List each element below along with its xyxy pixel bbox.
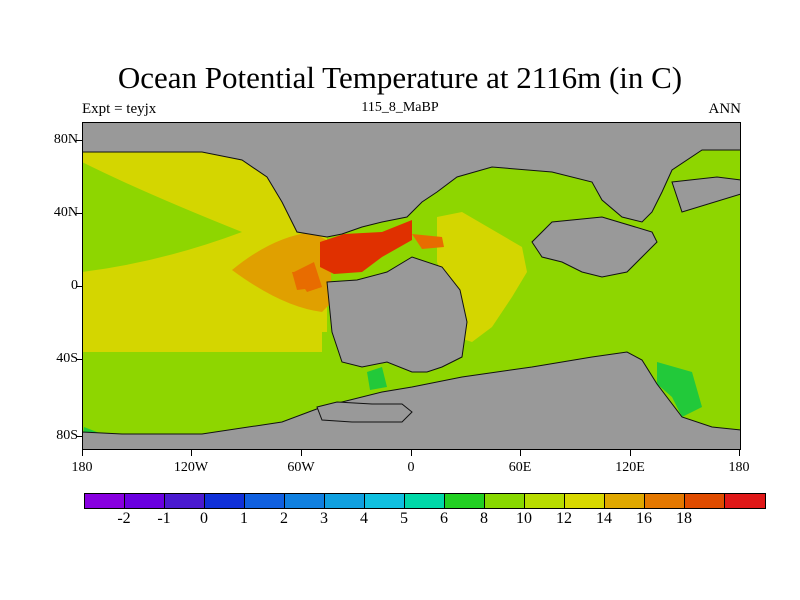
- colorbar-label: 1: [240, 510, 248, 527]
- lon-label-120w: 120W: [173, 460, 209, 475]
- colorbar-label: 5: [400, 510, 408, 527]
- ocean-hottest-region: [320, 220, 412, 274]
- lat-label-0: 0: [71, 278, 78, 293]
- colorbar-label: 14: [596, 510, 612, 527]
- ocean-cool-patch: [82, 162, 242, 272]
- lon-tick: [411, 450, 412, 456]
- ocean-deep-cold-patch-mid: [367, 367, 387, 390]
- colorbar-label: -1: [157, 510, 171, 527]
- colorbar-swatch: [245, 494, 285, 508]
- colorbar-label: 8: [480, 510, 488, 527]
- lat-tick: [76, 286, 82, 287]
- colorbar-swatch: [605, 494, 645, 508]
- lon-tick: [520, 450, 521, 456]
- ocean-mild-patch: [82, 272, 322, 352]
- ocean-warmer-patch: [412, 234, 444, 249]
- lat-label-80n: 80N: [53, 132, 78, 147]
- colorbar-swatch: [645, 494, 685, 508]
- colorbar-swatch: [565, 494, 605, 508]
- lon-label-120e: 120E: [615, 460, 645, 475]
- colorbar-label: 12: [556, 510, 572, 527]
- lat-tick: [76, 140, 82, 141]
- colorbar: [84, 493, 766, 509]
- lat-tick: [76, 359, 82, 360]
- land-north-america: [82, 122, 741, 238]
- colorbar-swatch: [165, 494, 205, 508]
- lon-tick: [739, 450, 740, 456]
- lat-tick: [76, 213, 82, 214]
- land-south-america: [326, 256, 468, 373]
- lon-label-0: 0: [407, 460, 415, 475]
- lat-label-80s: 80S: [56, 428, 78, 443]
- ocean-mild-region-east: [437, 212, 527, 342]
- colorbar-swatch: [485, 494, 525, 508]
- lon-label-60w: 60W: [287, 460, 315, 475]
- colorbar-label: -2: [117, 510, 131, 527]
- colorbar-swatch: [85, 494, 125, 508]
- land-east-block: [671, 176, 741, 213]
- lon-tick: [191, 450, 192, 456]
- colorbar-label: 18: [676, 510, 692, 527]
- colorbar-swatch: [525, 494, 565, 508]
- ocean-warmer-patch-west: [292, 272, 322, 290]
- colorbar-label: 6: [440, 510, 448, 527]
- colorbar-swatch: [445, 494, 485, 508]
- colorbar-swatch: [685, 494, 725, 508]
- lon-tick: [301, 450, 302, 456]
- period-label: 115_8_MaBP: [361, 100, 439, 115]
- colorbar-swatch: [125, 494, 165, 508]
- chart-title: Ocean Potential Temperature at 2116m (in…: [117, 60, 683, 95]
- temperature-map: [82, 122, 741, 450]
- colorbar-label: 0: [200, 510, 208, 527]
- land-africa-asia: [531, 216, 658, 278]
- colorbar-label: 2: [280, 510, 288, 527]
- lon-tick: [630, 450, 631, 456]
- land-ocean-strip-south: [316, 401, 413, 423]
- colorbar-swatch: [405, 494, 445, 508]
- season-label: ANN: [708, 101, 742, 117]
- lon-label-180w: 180: [71, 460, 93, 475]
- map-plot-area: [82, 122, 741, 450]
- colorbar-swatch: [285, 494, 325, 508]
- lat-tick: [76, 436, 82, 437]
- colorbar-label: 3: [320, 510, 328, 527]
- colorbar-swatch: [325, 494, 365, 508]
- ocean-deep-cold-patch-south: [657, 362, 702, 417]
- colorbar-swatch: [205, 494, 245, 508]
- colorbar-label: 16: [636, 510, 652, 527]
- colorbar-swatch: [725, 494, 765, 508]
- lat-label-40n: 40N: [53, 205, 78, 220]
- colorbar-label: 4: [360, 510, 368, 527]
- colorbar-label: 10: [516, 510, 532, 527]
- lon-label-180e: 180: [728, 460, 750, 475]
- lat-label-40s: 40S: [56, 351, 78, 366]
- colorbar-swatch: [365, 494, 405, 508]
- lon-label-60e: 60E: [508, 460, 532, 475]
- experiment-label: Expt = teyjx: [82, 101, 157, 117]
- lon-tick: [82, 450, 83, 456]
- land-antarctica: [82, 351, 741, 450]
